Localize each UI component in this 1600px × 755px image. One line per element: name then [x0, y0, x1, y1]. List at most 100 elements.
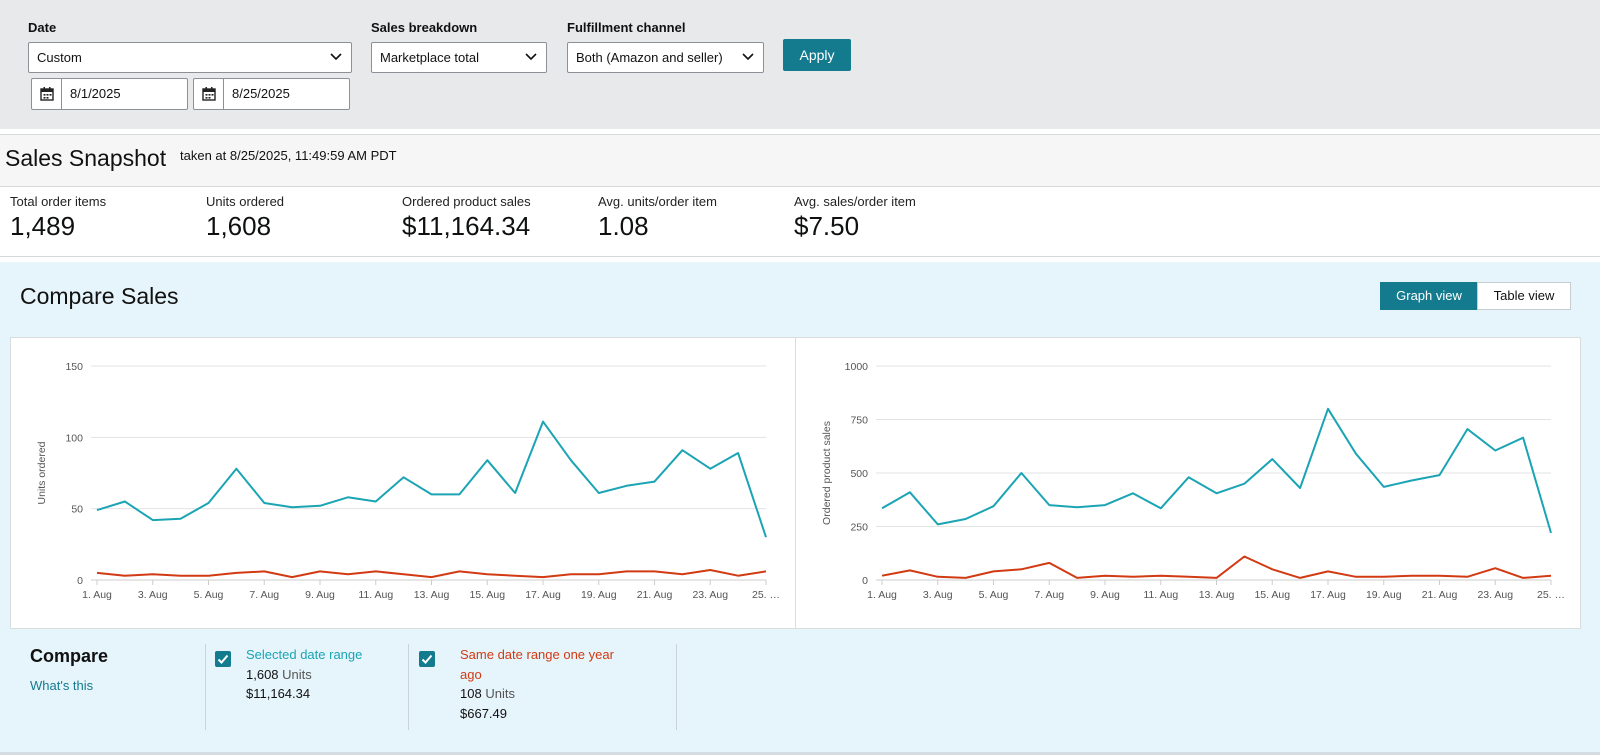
prior-units-value: 108: [460, 686, 482, 701]
checkmark-icon: [421, 654, 433, 664]
metric-total-order-items: Total order items 1,489: [10, 194, 106, 242]
prior-year-line: [96, 569, 767, 579]
units-word: Units: [485, 686, 515, 701]
sales-breakdown-value: Marketplace total: [380, 50, 479, 65]
selected-range-legend: Selected date range 1,608 Units $11,164.…: [246, 645, 362, 704]
ordered-product-sales-chart-svg: 0 250 500 750 1000 Ordered product sales 1. Au…: [821, 361, 1565, 601]
metric-units-ordered: Units ordered 1,608: [206, 194, 284, 242]
apply-button[interactable]: Apply: [783, 39, 851, 71]
prior-year-label-line1: Same date range one year: [460, 647, 614, 662]
whats-this-link[interactable]: What's this: [30, 678, 94, 693]
x-tick-label: 1. Aug: [867, 589, 897, 601]
y-axis-title: Units ordered: [36, 441, 48, 504]
metric-label: Avg. sales/order item: [794, 194, 916, 209]
x-tick-label: 21. Aug: [1422, 589, 1458, 601]
x-tick-label: 15. Aug: [469, 589, 505, 601]
checkmark-icon: [217, 654, 229, 664]
end-date-field[interactable]: 8/25/2025: [193, 78, 350, 110]
metric-label: Ordered product sales: [402, 194, 531, 209]
sales-breakdown-select[interactable]: Marketplace total: [371, 42, 547, 73]
y-tick-label: 250: [850, 522, 868, 534]
date-range-select[interactable]: Custom: [28, 42, 352, 73]
table-view-button[interactable]: Table view: [1477, 282, 1571, 310]
y-tick-label: 100: [65, 432, 83, 444]
selected-sales-value: $11,164.34: [246, 686, 311, 701]
sales-snapshot-header: Sales Snapshot taken at 8/25/2025, 11:49…: [0, 134, 1600, 187]
compare-sales-section: Compare Sales Graph view Table view 0 50 1…: [0, 262, 1600, 755]
x-tick-label: 13. Aug: [1199, 589, 1235, 601]
x-tick-label: 21. Aug: [637, 589, 673, 601]
x-tick-label: 11. Aug: [358, 589, 393, 601]
divider: [408, 644, 409, 730]
x-tick-label: 23. Aug: [692, 589, 728, 601]
metric-avg-units-per-order-item: Avg. units/order item 1.08: [598, 194, 717, 242]
selected-range-line: [96, 420, 767, 538]
snapshot-metrics: Total order items 1,489 Units ordered 1,…: [0, 187, 1600, 257]
y-tick-label: 0: [77, 575, 83, 587]
x-tick-label: 15. Aug: [1254, 589, 1290, 601]
metric-avg-sales-per-order-item: Avg. sales/order item $7.50: [794, 194, 916, 242]
y-tick-label: 500: [850, 468, 868, 480]
x-tick-label: 11. Aug: [1143, 589, 1178, 601]
snapshot-timestamp: taken at 8/25/2025, 11:49:59 AM PDT: [180, 148, 397, 163]
x-tick-label: 17. Aug: [1310, 589, 1346, 601]
x-tick-label: 9. Aug: [305, 589, 335, 601]
calendar-icon[interactable]: [194, 79, 224, 109]
divider: [676, 644, 677, 730]
x-tick-label: 17. Aug: [525, 589, 561, 601]
fulfillment-channel-label: Fulfillment channel: [567, 20, 686, 35]
chevron-down-icon: [330, 53, 342, 61]
y-tick-label: 750: [850, 415, 868, 427]
x-tick-label: 5. Aug: [979, 589, 1009, 601]
ordered-product-sales-chart: 0 250 500 750 1000 Ordered product sales 1. Au…: [795, 337, 1581, 629]
end-date-value: 8/25/2025: [232, 86, 290, 101]
metric-label: Units ordered: [206, 194, 285, 209]
chevron-down-icon: [742, 53, 754, 61]
x-tick-label: 25. …: [1537, 589, 1565, 601]
selected-range-checkbox[interactable]: [215, 651, 231, 667]
compare-sales-title: Compare Sales: [20, 283, 179, 309]
x-tick-label: 13. Aug: [414, 589, 450, 601]
units-ordered-chart-svg: 0 50 100 150 Units ordered 1. Aug 3. Aug 5. Aug…: [36, 361, 780, 601]
x-tick-label: 5. Aug: [194, 589, 224, 601]
date-range-value: Custom: [37, 50, 82, 65]
divider: [205, 644, 206, 730]
units-ordered-chart: 0 50 100 150 Units ordered 1. Aug 3. Aug 5. Aug…: [10, 337, 796, 629]
compare-title: Compare: [30, 646, 109, 666]
metric-value: $7.50: [794, 211, 860, 241]
section-bottom-border: [0, 752, 1600, 755]
chevron-down-icon: [525, 53, 537, 61]
y-tick-label: 1000: [845, 361, 869, 373]
x-tick-label: 19. Aug: [581, 589, 617, 601]
date-label: Date: [28, 20, 57, 35]
x-tick-label: 7. Aug: [1034, 589, 1064, 601]
metric-ordered-product-sales: Ordered product sales $11,164.34: [402, 194, 531, 242]
metric-label: Total order items: [10, 194, 107, 209]
prior-sales-value: $667.49: [460, 705, 507, 721]
fulfillment-channel-select[interactable]: Both (Amazon and seller): [567, 42, 764, 73]
x-tick-label: 3. Aug: [138, 589, 168, 601]
graph-view-button[interactable]: Graph view: [1380, 282, 1478, 310]
metric-value: 1.08: [598, 211, 649, 241]
units-word: Units: [282, 666, 312, 682]
calendar-icon[interactable]: [32, 79, 62, 109]
x-tick-label: 19. Aug: [1366, 589, 1402, 601]
x-tick-label: 9. Aug: [1090, 589, 1120, 601]
snapshot-title: Sales Snapshot: [5, 145, 167, 171]
prior-year-legend: Same date range one year ago 108 Units $…: [460, 645, 614, 723]
filter-bar: Date Custom 8/1/2025 8/25/2025 Sales bre…: [0, 0, 1600, 129]
selected-range-line: [881, 407, 1552, 534]
prior-year-line: [881, 555, 1552, 579]
fulfillment-channel-value: Both (Amazon and seller): [576, 50, 723, 65]
metric-label: Avg. units/order item: [598, 194, 717, 209]
prior-year-checkbox[interactable]: [419, 651, 435, 667]
metric-value: 1,489: [10, 211, 76, 241]
selected-range-label: Selected date range: [246, 647, 363, 662]
x-tick-label: 23. Aug: [1477, 589, 1513, 601]
y-tick-label: 150: [65, 361, 83, 373]
metric-value: $11,164.34: [402, 211, 531, 241]
sales-breakdown-label: Sales breakdown: [371, 20, 478, 35]
y-axis-title: Ordered product sales: [821, 421, 833, 525]
start-date-field[interactable]: 8/1/2025: [31, 78, 188, 110]
x-tick-label: 3. Aug: [923, 589, 953, 601]
